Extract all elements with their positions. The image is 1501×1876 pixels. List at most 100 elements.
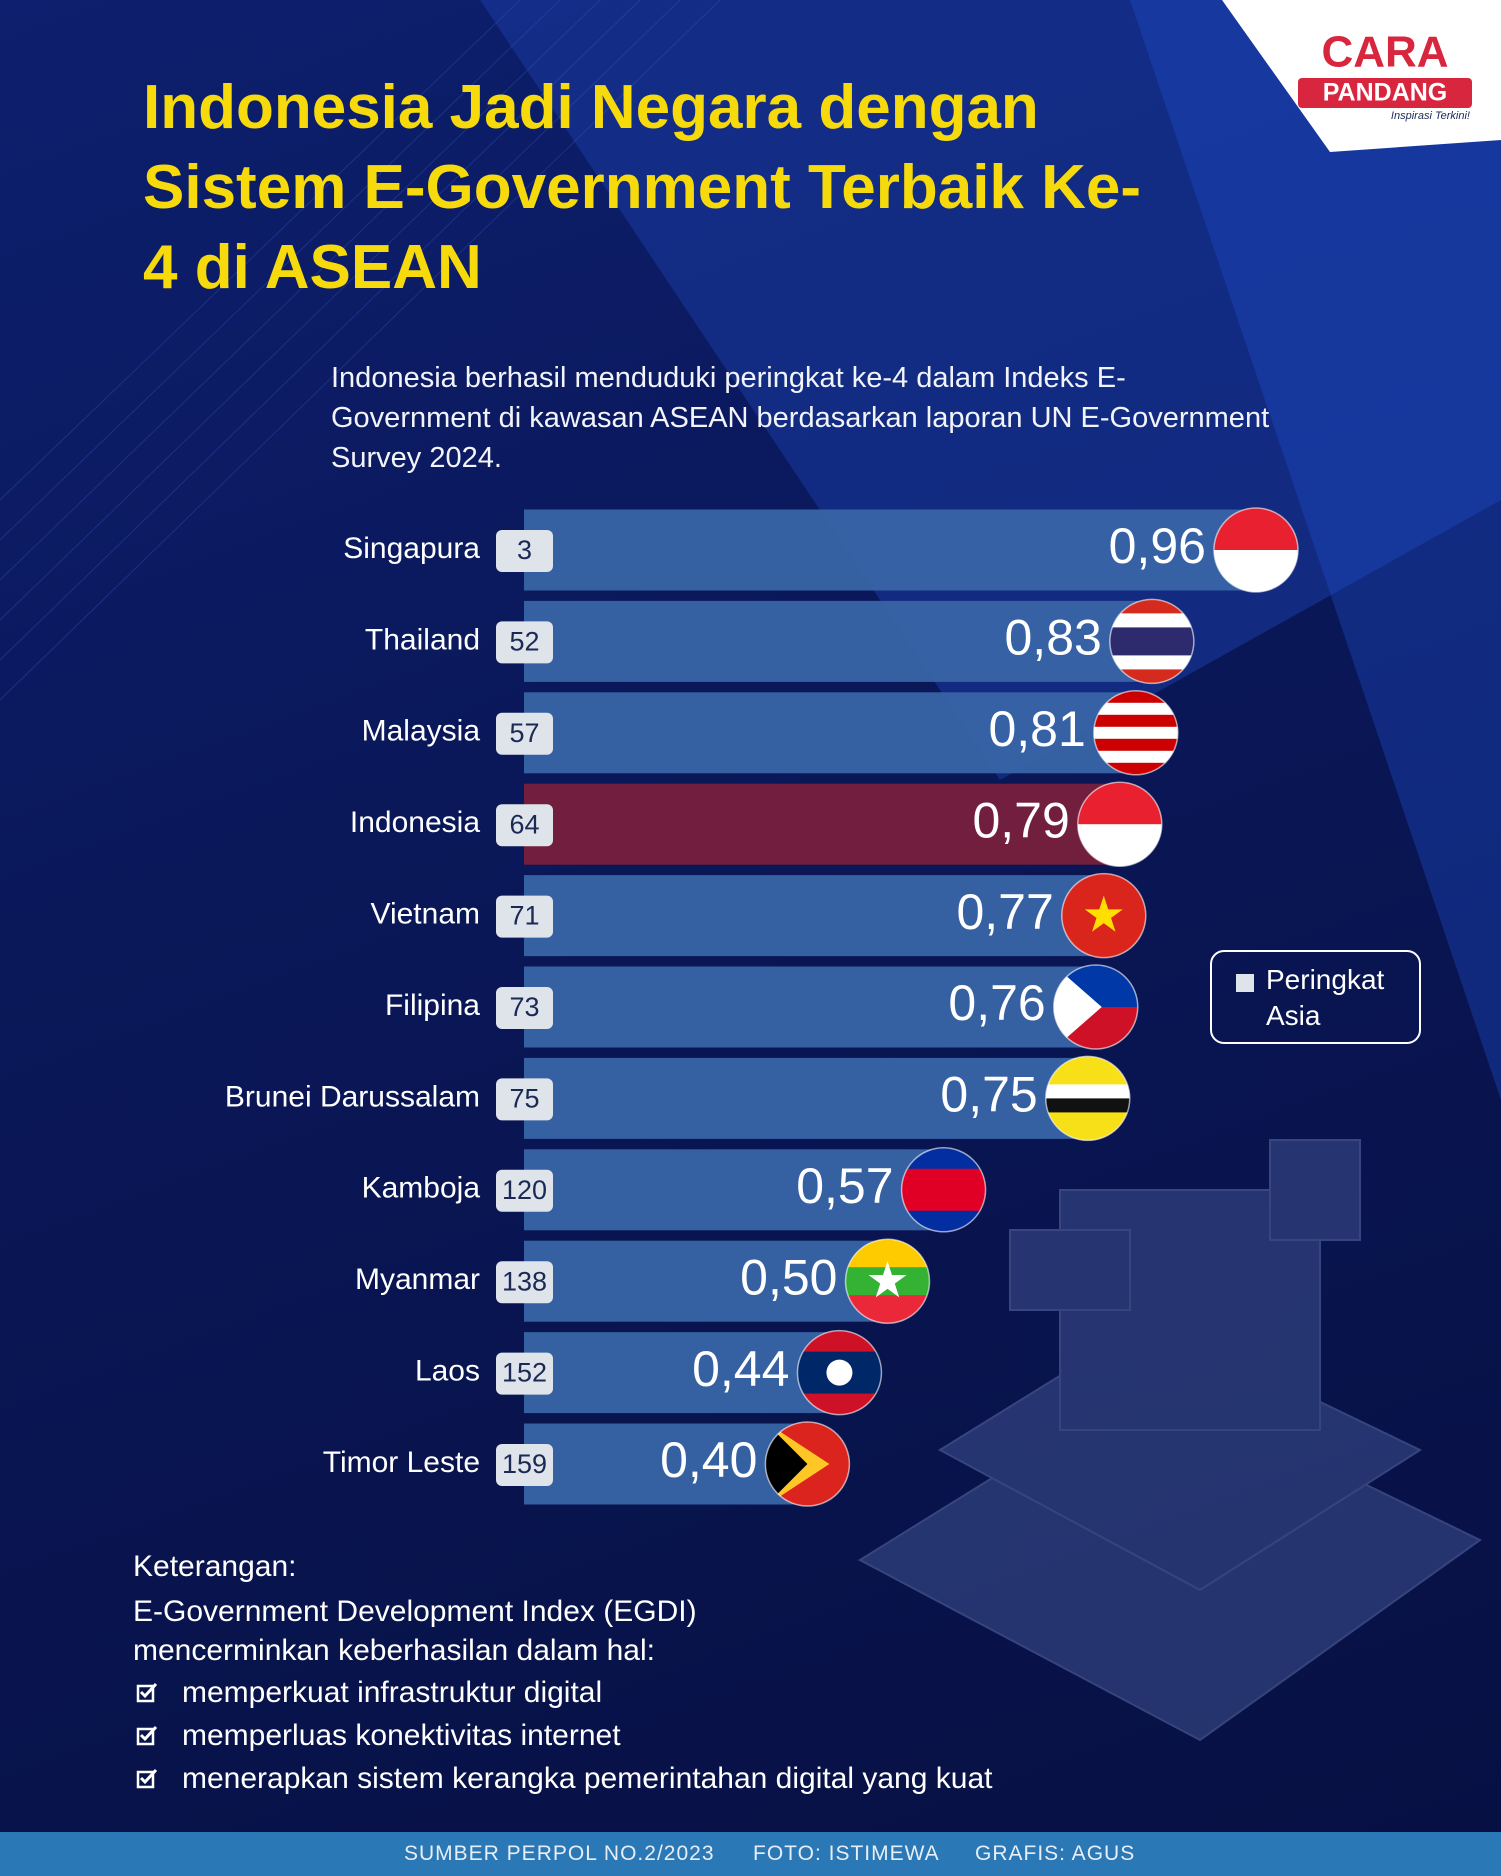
title: Indonesia Jadi Negara dengan Sistem E-Go…	[143, 73, 1142, 302]
category-label: Thailand	[365, 623, 480, 656]
logo-line2: PANDANG	[1323, 79, 1448, 107]
flag-band	[1109, 627, 1194, 656]
bar	[524, 1057, 1088, 1139]
category-label: Filipina	[385, 989, 480, 1022]
bar	[524, 966, 1096, 1048]
rank-box	[496, 1444, 553, 1486]
logo-tagline: Inspirasi Terkini!	[1391, 110, 1470, 122]
flag-rim	[844, 1238, 931, 1324]
value-label: 0,83	[1005, 610, 1102, 666]
rank-label: 152	[502, 1358, 547, 1388]
flag-band	[1093, 714, 1178, 728]
footer-source: SUMBER PERPOL NO.2/2023	[404, 1842, 715, 1865]
flag-band	[1045, 1098, 1130, 1113]
check-icon	[136, 1725, 158, 1746]
rank-label: 73	[509, 992, 539, 1022]
flag-rim	[1053, 964, 1139, 1050]
rank-label: 71	[509, 901, 539, 931]
value-label: 0,79	[972, 792, 1069, 848]
rank-box	[496, 1169, 553, 1212]
bar	[524, 1423, 808, 1505]
check-icon	[136, 1682, 158, 1703]
rank-box	[496, 1261, 553, 1304]
rank-box	[496, 1352, 553, 1395]
rank-label: 159	[502, 1449, 547, 1479]
rank-label: 120	[502, 1175, 547, 1205]
logo-line1: CARA	[1321, 28, 1448, 77]
bar	[524, 783, 1120, 865]
flag	[1045, 1056, 1130, 1141]
flag-rim	[796, 1329, 883, 1416]
value-label: 0,96	[1109, 518, 1206, 574]
rank-box	[496, 987, 553, 1029]
category-label: Timor Leste	[323, 1446, 480, 1479]
subtitle: Indonesia berhasil menduduki peringkat k…	[331, 362, 1270, 474]
bar	[524, 1332, 840, 1414]
category-label: Kamboja	[362, 1172, 481, 1205]
value-label: 0,50	[740, 1249, 837, 1305]
flag-rim	[1093, 690, 1179, 776]
flag	[765, 1422, 850, 1506]
footer-photo: FOTO: ISTIMEWA	[753, 1842, 940, 1865]
category-label: Malaysia	[362, 715, 481, 748]
bar	[524, 692, 1136, 774]
rank-box	[496, 1078, 553, 1121]
bar	[524, 600, 1152, 682]
value-label: 0,75	[940, 1067, 1037, 1123]
footer-graphic: GRAFIS: AGUS	[975, 1842, 1136, 1865]
notes-heading: Keterangan:	[133, 1550, 297, 1583]
flag-rim	[764, 1421, 851, 1507]
rank-label: 57	[509, 718, 539, 748]
notes-item: memperkuat infrastruktur digital	[182, 1676, 603, 1709]
flag-triangle	[1053, 965, 1102, 1049]
bar	[524, 1149, 944, 1231]
legend-swatch	[1236, 974, 1254, 992]
check-icon	[136, 1768, 158, 1789]
flag-band	[1093, 750, 1178, 764]
value-label: 0,77	[956, 884, 1053, 940]
flag-star	[868, 1261, 907, 1298]
value-label: 0,81	[988, 701, 1085, 757]
category-label: Myanmar	[355, 1263, 480, 1296]
flag	[1061, 873, 1146, 958]
rank-box	[496, 621, 553, 664]
rank-label: 3	[517, 535, 532, 565]
rank-box	[496, 895, 553, 938]
flag-rim	[1061, 872, 1147, 959]
flag-rim	[1213, 507, 1299, 593]
flag-band	[1093, 726, 1178, 740]
notes-item: memperluas konektivitas internet	[182, 1719, 621, 1752]
value-label: 0,44	[692, 1341, 789, 1397]
flag-rim	[1077, 781, 1163, 867]
value-label: 0,40	[660, 1432, 757, 1488]
notes-text: E-Government Development Index (EGDI) me…	[133, 1595, 697, 1667]
rank-label: 52	[509, 627, 539, 657]
rank-label: 75	[509, 1084, 539, 1114]
flag-star	[1084, 895, 1123, 932]
logo-bg	[1222, 0, 1501, 152]
flag-band	[1045, 1084, 1130, 1099]
bar	[524, 509, 1256, 591]
flag-triangle	[765, 1422, 808, 1506]
chart: Singapura 3 0,96 Thailand 52 0,83 Malaysia 57 0,…	[225, 507, 1299, 1507]
legend-label: Peringkat Asia	[1266, 964, 1385, 1031]
bar	[524, 1240, 888, 1322]
flag-band	[1109, 655, 1194, 670]
rank-box	[496, 530, 553, 572]
flag-band	[901, 1168, 986, 1212]
bar	[524, 875, 1104, 957]
category-label: Indonesia	[350, 806, 480, 839]
value-label: 0,76	[948, 975, 1045, 1031]
rank-box	[496, 804, 553, 847]
flag-band	[1109, 613, 1194, 628]
flag	[797, 1330, 882, 1415]
category-label: Brunei Darussalam	[225, 1080, 480, 1113]
flag-disc	[826, 1359, 853, 1386]
category-label: Vietnam	[370, 898, 480, 931]
category-label: Laos	[415, 1355, 480, 1388]
notes-item: menerapkan sistem kerangka pemerintahan …	[182, 1762, 993, 1795]
flag-rim	[1109, 598, 1195, 685]
rank-label: 64	[509, 809, 539, 839]
rank-box	[496, 712, 553, 755]
